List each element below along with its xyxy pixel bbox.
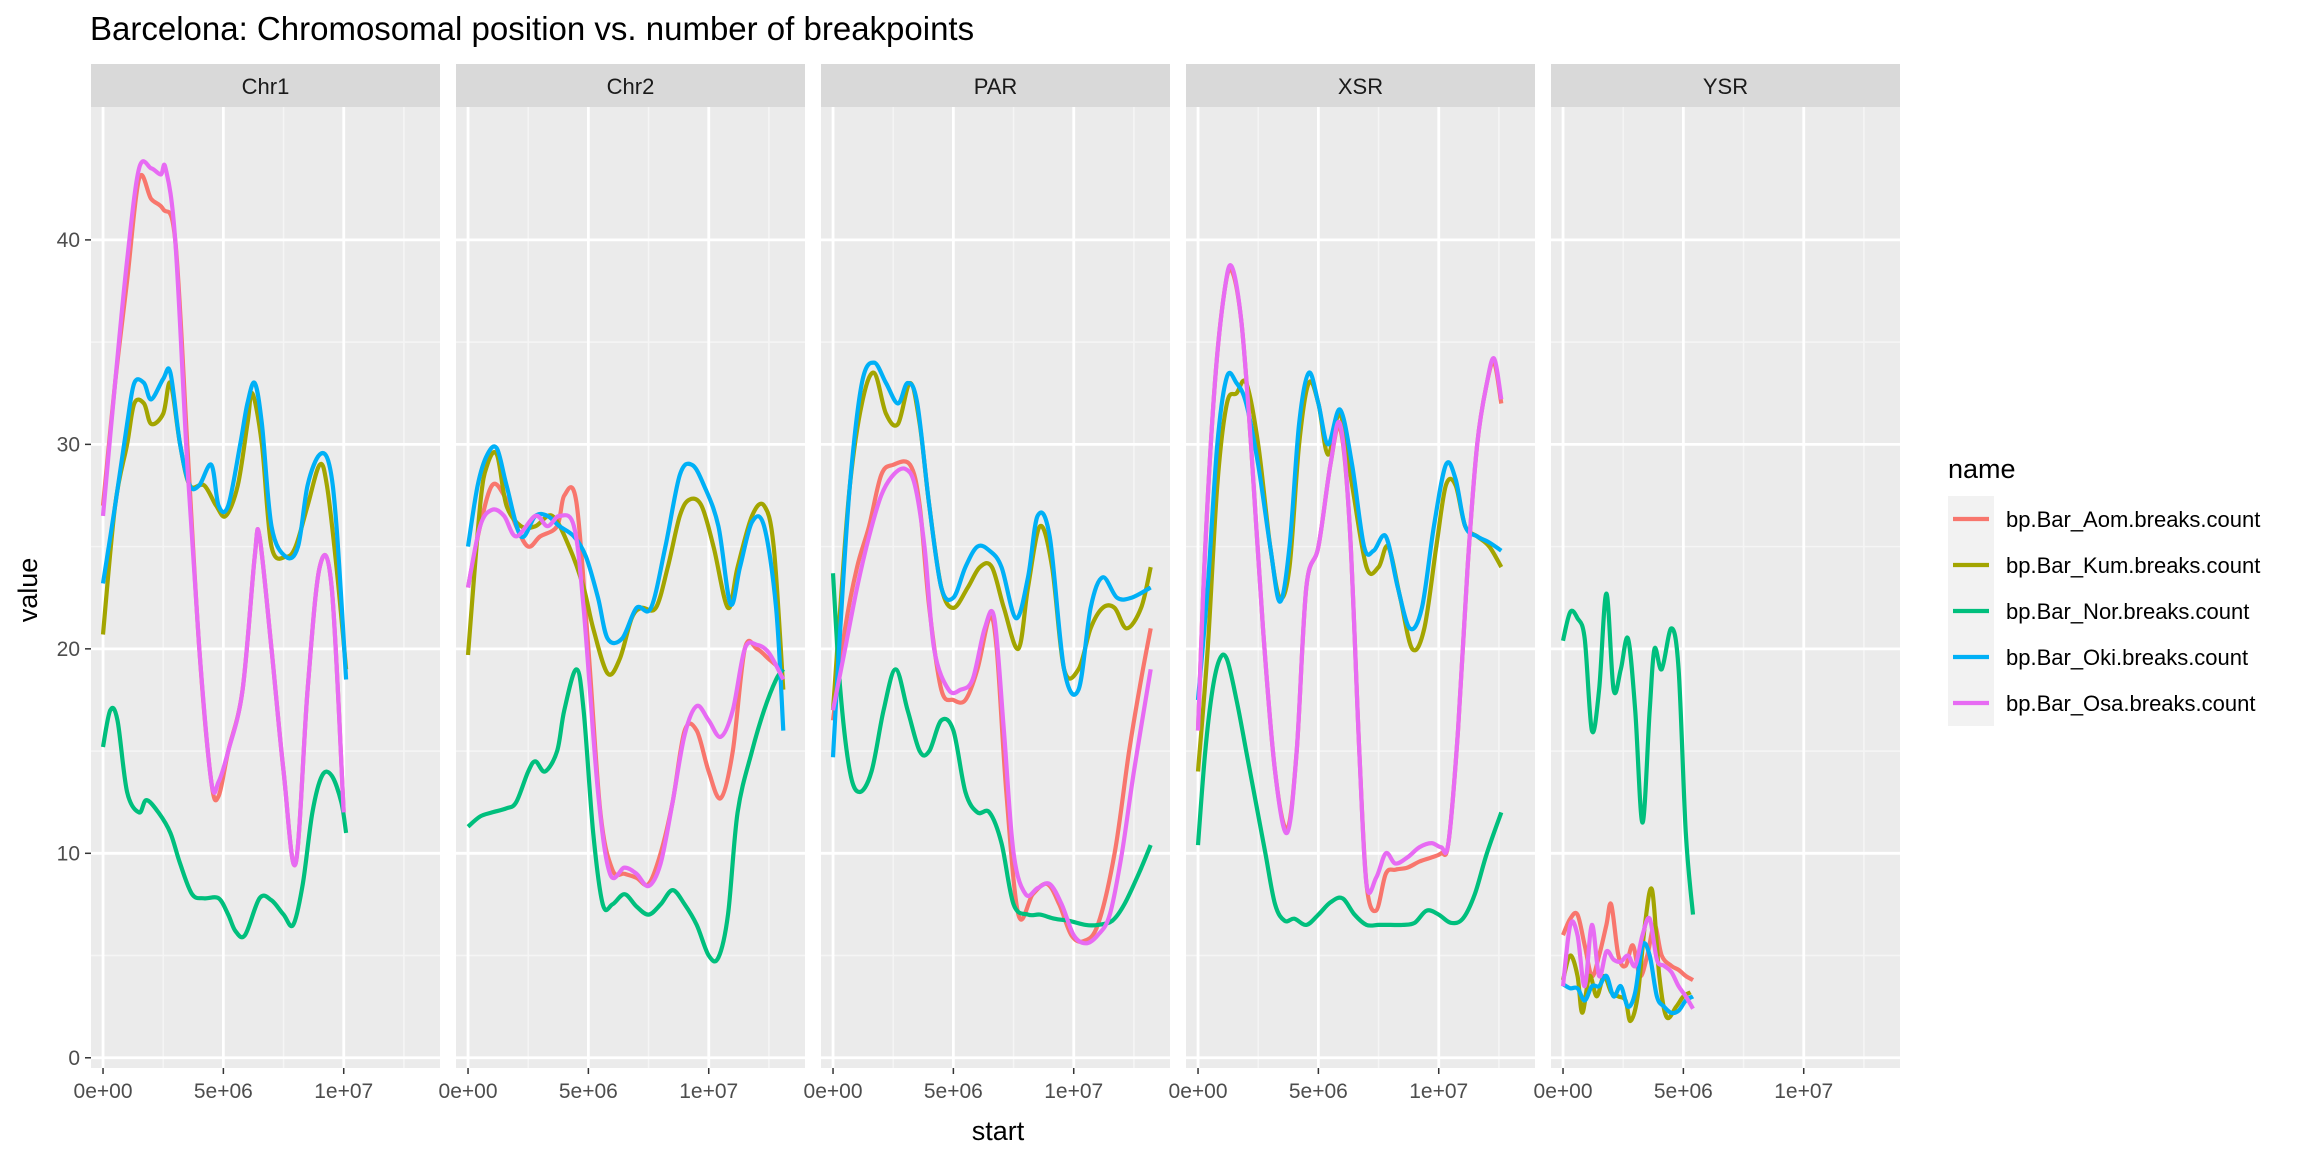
series-line-bp-bar-oki-breaks-count <box>1561 941 1695 1016</box>
legend-label: bp.Bar_Osa.breaks.count <box>2006 691 2255 716</box>
x-tick-label: 0e+00 <box>1534 1080 1593 1103</box>
series-line-bp-bar-osa-breaks-count <box>830 466 1153 946</box>
facet-strip <box>91 64 440 107</box>
facet-strip-label: YSR <box>1703 74 1748 99</box>
legend-label: bp.Bar_Kum.breaks.count <box>2006 553 2260 578</box>
x-tick-label: 0e+00 <box>804 1080 863 1103</box>
x-tick-label: 1e+07 <box>1774 1080 1833 1103</box>
x-tick-label: 5e+06 <box>924 1080 983 1103</box>
panel-background <box>456 107 805 1068</box>
facet-panel-par: PAR 0e+00 5e+06 1e+07 <box>804 64 1170 1103</box>
series-line-bp-bar-nor-breaks-count <box>466 667 786 964</box>
facet-strip-label: PAR <box>974 74 1018 99</box>
facet-panels: Chr1 0e+00 5e+06 1e+07 0 10 20 30 40 Chr2 0e+00 5e+… <box>57 64 1900 1103</box>
series-line-bp-bar-osa-breaks-count <box>1560 915 1695 1010</box>
legend-entry: bp.Bar_Kum.breaks.count <box>1948 542 2260 588</box>
series-line-bp-bar-kum-breaks-count <box>830 370 1153 711</box>
x-tick-label: 1e+07 <box>1044 1080 1103 1103</box>
series-line-bp-bar-nor-breaks-count <box>830 573 1153 928</box>
panel-background <box>821 107 1170 1068</box>
facet-strip-label: Chr2 <box>607 74 655 99</box>
facet-panel-chr2: Chr2 0e+00 5e+06 1e+07 <box>439 64 805 1103</box>
series-line-bp-bar-osa-breaks-count <box>465 507 786 889</box>
x-axis-title: start <box>972 1116 1025 1146</box>
legend-title: name <box>1948 454 2016 484</box>
series-line-bp-bar-oki-breaks-count <box>830 360 1152 758</box>
x-tick-label: 0e+00 <box>74 1080 133 1103</box>
series-line-bp-bar-osa-breaks-count <box>1195 263 1504 895</box>
series-line-bp-bar-aom-breaks-count <box>1561 901 1695 982</box>
series-line-bp-bar-nor-breaks-count <box>1195 652 1504 928</box>
series-line-bp-bar-aom-breaks-count <box>465 481 783 888</box>
y-tick-label: 0 <box>68 1047 80 1070</box>
x-tick-label: 5e+06 <box>559 1080 618 1103</box>
panel-background <box>1551 107 1900 1068</box>
facet-strip-label: Chr1 <box>242 74 290 99</box>
legend-entry: bp.Bar_Aom.breaks.count <box>1948 496 2260 542</box>
series-line-bp-bar-nor-breaks-count <box>1560 591 1696 915</box>
legend-entry: bp.Bar_Nor.breaks.count <box>1948 588 2249 634</box>
x-tick-label: 0e+00 <box>439 1080 498 1103</box>
legend-entry: bp.Bar_Osa.breaks.count <box>1948 680 2255 726</box>
legend: name bp.Bar_Aom.breaks.count bp.Bar_Kum.b… <box>1948 454 2260 726</box>
y-tick-label: 10 <box>57 842 80 865</box>
series-line-bp-bar-osa-breaks-count <box>100 159 346 868</box>
facet-panel-xsr: XSR 0e+00 5e+06 1e+07 <box>1169 64 1535 1103</box>
y-tick-label: 30 <box>57 433 80 456</box>
series-line-bp-bar-oki-breaks-count <box>465 444 786 731</box>
series-line-bp-bar-nor-breaks-count <box>100 705 349 940</box>
series-line-bp-bar-aom-breaks-count <box>830 459 1153 944</box>
facet-strip <box>456 64 805 107</box>
series-line-bp-bar-oki-breaks-count <box>1195 370 1503 701</box>
series-line-bp-bar-kum-breaks-count <box>100 380 349 670</box>
legend-label: bp.Bar_Oki.breaks.count <box>2006 645 2248 670</box>
facet-strip <box>1186 64 1535 107</box>
y-tick-label: 20 <box>57 638 80 661</box>
x-tick-label: 0e+00 <box>1169 1080 1228 1103</box>
legend-entry: bp.Bar_Oki.breaks.count <box>1948 634 2248 680</box>
facet-panel-ysr: YSR 0e+00 5e+06 1e+07 <box>1534 64 1900 1103</box>
facet-strip <box>1551 64 1900 107</box>
panel-background <box>1186 107 1535 1068</box>
series-line-bp-bar-oki-breaks-count <box>100 366 349 680</box>
y-tick-label: 40 <box>57 229 80 252</box>
facet-strip <box>821 64 1170 107</box>
legend-label: bp.Bar_Aom.breaks.count <box>2006 507 2260 532</box>
x-tick-label: 5e+06 <box>1289 1080 1348 1103</box>
legend-label: bp.Bar_Nor.breaks.count <box>2006 599 2249 624</box>
facet-panel-chr1: Chr1 0e+00 5e+06 1e+07 0 10 20 30 40 <box>57 64 440 1103</box>
x-tick-label: 1e+07 <box>1409 1080 1468 1103</box>
chart-title: Barcelona: Chromosomal position vs. numb… <box>90 10 974 47</box>
x-tick-label: 1e+07 <box>679 1080 738 1103</box>
facet-strip-label: XSR <box>1338 74 1383 99</box>
y-axis-title: value <box>13 558 43 623</box>
x-tick-label: 5e+06 <box>194 1080 253 1103</box>
x-tick-label: 5e+06 <box>1654 1080 1713 1103</box>
x-tick-label: 1e+07 <box>314 1080 373 1103</box>
